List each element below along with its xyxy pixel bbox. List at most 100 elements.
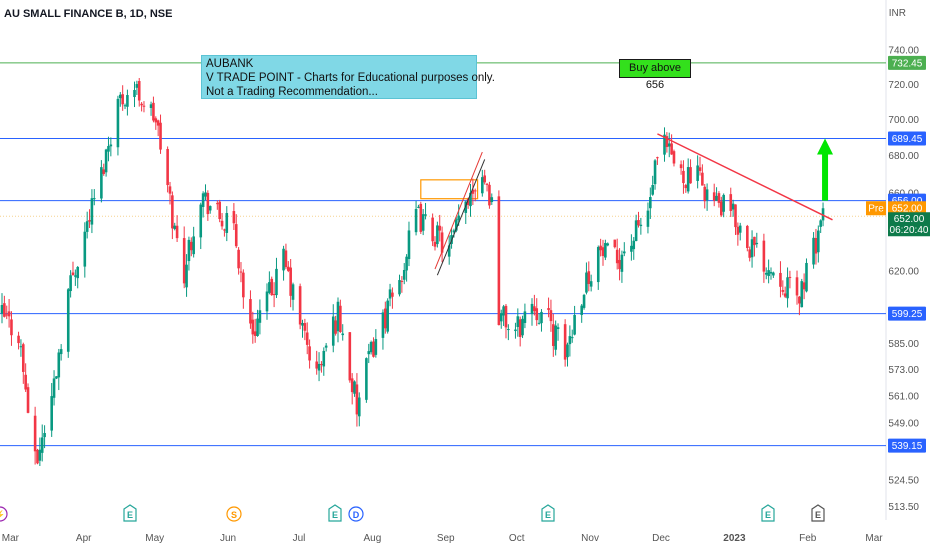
candle-body[interactable] <box>755 242 759 245</box>
candle-body[interactable] <box>499 313 503 322</box>
earnings-event-icon[interactable] <box>811 504 825 522</box>
candle-body[interactable] <box>182 238 186 284</box>
candle-body[interactable] <box>171 195 174 229</box>
candle-body[interactable] <box>481 177 484 194</box>
candle-body[interactable] <box>653 160 657 185</box>
candle-body[interactable] <box>102 169 106 174</box>
candle-body[interactable] <box>698 167 702 171</box>
split-event-icon[interactable] <box>226 506 242 522</box>
candle-body[interactable] <box>251 319 255 335</box>
candle-body[interactable] <box>407 230 411 260</box>
note-box[interactable]: AUBANK V TRADE POINT - Charts for Educat… <box>201 55 495 99</box>
candle-body[interactable] <box>398 280 401 295</box>
candle-body[interactable] <box>52 378 56 398</box>
candle-body[interactable] <box>646 210 650 227</box>
candle-body[interactable] <box>722 194 725 212</box>
earnings-event-icon[interactable] <box>761 504 775 522</box>
candle-body[interactable] <box>121 94 124 105</box>
candle-body[interactable] <box>59 349 63 355</box>
candle-body[interactable] <box>817 230 820 253</box>
candle-body[interactable] <box>686 167 690 192</box>
candle-body[interactable] <box>530 303 534 315</box>
candle-body[interactable] <box>431 217 434 242</box>
candle-body[interactable] <box>717 193 721 203</box>
candle-body[interactable] <box>137 81 141 101</box>
candle-body[interactable] <box>670 143 673 155</box>
candle-body[interactable] <box>301 322 304 326</box>
candle-body[interactable] <box>566 344 569 358</box>
candle-body[interactable] <box>55 376 58 379</box>
candle-body[interactable] <box>440 232 444 253</box>
candle-body[interactable] <box>615 249 619 264</box>
candle-body[interactable] <box>208 206 212 211</box>
earnings-event-icon[interactable] <box>541 504 555 522</box>
candle-body[interactable] <box>185 264 188 288</box>
candle-body[interactable] <box>199 204 203 238</box>
candle-body[interactable] <box>613 239 617 248</box>
candle-body[interactable] <box>140 103 143 106</box>
candle-body[interactable] <box>540 311 543 324</box>
candle-body[interactable] <box>772 272 775 276</box>
candle-body[interactable] <box>436 225 439 245</box>
candle-body[interactable] <box>90 198 94 225</box>
candle-body[interactable] <box>606 243 610 246</box>
candle-body[interactable] <box>74 275 77 277</box>
candle-body[interactable] <box>40 437 44 453</box>
candle-body[interactable] <box>712 192 716 201</box>
candle-body[interactable] <box>298 286 302 325</box>
candle-body[interactable] <box>781 290 785 292</box>
candle-body[interactable] <box>374 339 378 355</box>
candle-body[interactable] <box>696 165 699 181</box>
candle-body[interactable] <box>812 237 815 265</box>
candle-body[interactable] <box>218 201 221 220</box>
candle-body[interactable] <box>315 361 318 369</box>
candle-body[interactable] <box>119 94 122 99</box>
trendline[interactable] <box>434 151 483 270</box>
trendline[interactable] <box>657 133 833 221</box>
candle-body[interactable] <box>504 305 508 328</box>
candle-body[interactable] <box>92 198 96 200</box>
candle-body[interactable] <box>239 271 243 273</box>
candle-body[interactable] <box>570 337 574 339</box>
candle-body[interactable] <box>447 245 451 257</box>
candle-body[interactable] <box>466 198 470 206</box>
candle-body[interactable] <box>805 262 808 292</box>
candle-body[interactable] <box>679 164 683 169</box>
candle-body[interactable] <box>563 324 567 360</box>
candle-body[interactable] <box>746 225 749 249</box>
candle-body[interactable] <box>282 248 285 271</box>
candle-body[interactable] <box>265 291 269 312</box>
target-arrow-shaft[interactable] <box>822 152 829 201</box>
candle-body[interactable] <box>672 151 676 164</box>
candle-body[interactable] <box>69 275 72 292</box>
candle-body[interactable] <box>634 220 638 241</box>
candle-body[interactable] <box>187 239 191 262</box>
marked-zone[interactable] <box>420 179 479 200</box>
candle-body[interactable] <box>471 189 475 194</box>
candle-body[interactable] <box>3 303 6 317</box>
candle-body[interactable] <box>88 220 91 222</box>
candle-body[interactable] <box>225 213 229 233</box>
candle-body[interactable] <box>0 305 4 314</box>
candle-body[interactable] <box>166 149 169 186</box>
candle-body[interactable] <box>798 296 801 304</box>
candle-body[interactable] <box>249 299 252 324</box>
candle-body[interactable] <box>367 351 371 355</box>
buy-label[interactable]: Buy above 656 <box>619 59 691 91</box>
candle-body[interactable] <box>556 327 560 330</box>
candle-body[interactable] <box>665 136 669 148</box>
candle-body[interactable] <box>518 319 522 337</box>
candle-body[interactable] <box>109 144 113 147</box>
candle-body[interactable] <box>414 208 418 233</box>
candle-body[interactable] <box>405 256 408 271</box>
candle-body[interactable] <box>483 175 486 183</box>
candle-body[interactable] <box>216 203 219 205</box>
candle-body[interactable] <box>533 306 536 312</box>
candle-body[interactable] <box>324 345 328 348</box>
candle-body[interactable] <box>135 84 139 88</box>
candle-body[interactable] <box>684 185 688 189</box>
candle-body[interactable] <box>253 331 257 336</box>
candle-body[interactable] <box>308 346 311 361</box>
candle-body[interactable] <box>424 214 427 216</box>
candle-body[interactable] <box>587 271 591 284</box>
